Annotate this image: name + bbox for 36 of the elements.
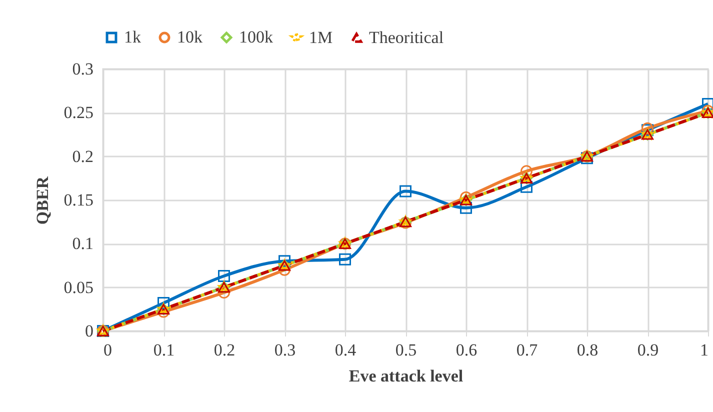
x-tick-label: 0.7 — [516, 340, 538, 360]
x-tick-label: 0.3 — [274, 340, 296, 360]
legend-label: Theoritical — [369, 28, 444, 47]
x-tick-label: 0.9 — [637, 340, 659, 360]
x-tick-label: 0 — [104, 340, 112, 360]
point — [520, 165, 532, 178]
legend-label: 1k — [124, 28, 142, 47]
legend-label: 100k — [239, 28, 274, 47]
legend-label: 1M — [309, 28, 333, 47]
point — [218, 286, 230, 299]
x-tick-label: 0.1 — [153, 340, 175, 360]
x-tick-label: 0.4 — [334, 340, 357, 360]
point — [339, 253, 351, 266]
point — [520, 180, 532, 193]
point — [158, 297, 170, 310]
point — [702, 98, 713, 110]
x-tick-label: 0.2 — [214, 340, 236, 360]
y-tick-label: 0.15 — [64, 190, 94, 210]
y-tick-label: 0.25 — [64, 103, 94, 122]
point — [218, 270, 230, 282]
point — [460, 191, 472, 204]
point — [400, 185, 412, 198]
x-tick-label: 0.8 — [576, 340, 598, 360]
x-tick-label: 0.5 — [395, 340, 417, 360]
y-tick-label: 0.2 — [72, 146, 94, 166]
point — [278, 264, 290, 276]
x-tick-label: 0.6 — [456, 340, 478, 360]
y-tick-label: 0.05 — [64, 278, 94, 297]
y-tick-label: 0 — [85, 322, 94, 340]
legend-label: 10k — [177, 28, 203, 47]
y-tick-label: 0.1 — [72, 234, 94, 254]
y-tick-label: 0.3 — [72, 60, 94, 78]
x-tick-label: 1 — [700, 340, 708, 360]
y-axis-title: QBER — [32, 176, 52, 225]
point — [278, 255, 290, 268]
x-axis-title: Eve attack level — [348, 366, 464, 386]
